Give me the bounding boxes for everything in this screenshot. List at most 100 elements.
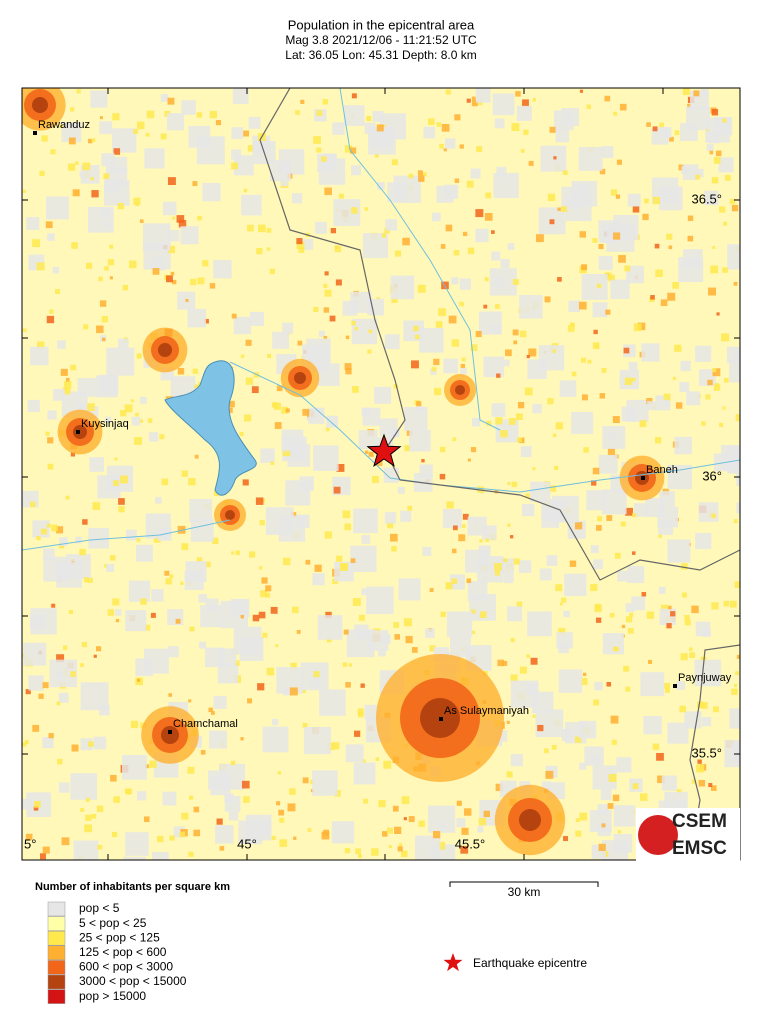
population-cell bbox=[586, 490, 607, 511]
population-cell bbox=[600, 789, 612, 800]
population-cell bbox=[729, 198, 736, 205]
population-cell bbox=[98, 276, 103, 282]
population-cell bbox=[82, 162, 91, 171]
population-cell bbox=[244, 414, 252, 422]
population-cell bbox=[467, 458, 471, 462]
map bbox=[22, 88, 740, 860]
population-cell bbox=[120, 410, 127, 417]
population-cell bbox=[245, 339, 252, 346]
population-cell bbox=[349, 147, 357, 154]
population-cell bbox=[69, 107, 75, 112]
population-cell bbox=[202, 182, 221, 202]
population-cell bbox=[475, 88, 491, 103]
population-cell bbox=[316, 147, 322, 153]
population-cell bbox=[165, 578, 172, 585]
legend-swatch bbox=[47, 916, 66, 931]
population-cell bbox=[664, 682, 670, 689]
population-cell bbox=[333, 486, 341, 494]
population-cell bbox=[86, 262, 93, 269]
legend-swatch bbox=[47, 945, 66, 961]
population-cell bbox=[265, 585, 272, 592]
population-cell bbox=[729, 600, 737, 608]
population-cell bbox=[176, 215, 185, 223]
population-cell bbox=[205, 561, 211, 568]
population-cell bbox=[452, 525, 458, 531]
population-cell bbox=[161, 478, 169, 486]
population-cell bbox=[439, 143, 444, 149]
population-cell bbox=[483, 810, 490, 818]
city-label: As Sulaymaniyah bbox=[444, 705, 529, 717]
population-cell bbox=[517, 437, 522, 443]
population-cell bbox=[167, 177, 176, 186]
population-cell bbox=[148, 432, 159, 442]
population-cell bbox=[470, 447, 477, 453]
population-cell bbox=[303, 726, 332, 755]
population-cell bbox=[177, 368, 185, 375]
population-cell bbox=[166, 113, 185, 131]
population-cell bbox=[45, 221, 53, 229]
population-cell bbox=[614, 647, 619, 652]
population-cell bbox=[580, 677, 588, 686]
population-cell bbox=[142, 223, 171, 251]
population-cell bbox=[260, 448, 275, 463]
legend-label: 600 < pop < 3000 bbox=[79, 960, 173, 974]
population-cell bbox=[563, 610, 570, 618]
population-cell bbox=[197, 277, 205, 285]
population-cell bbox=[80, 738, 93, 751]
population-cell bbox=[231, 127, 244, 140]
population-cell bbox=[599, 393, 606, 399]
population-cell bbox=[125, 832, 149, 856]
population-cell bbox=[719, 206, 726, 213]
population-cell bbox=[689, 652, 695, 659]
population-cell bbox=[494, 570, 500, 576]
population-cell bbox=[115, 619, 120, 623]
population-cell bbox=[188, 478, 196, 486]
population-cell bbox=[479, 539, 483, 543]
population-cell bbox=[623, 665, 630, 672]
population-cell bbox=[618, 255, 626, 263]
population-cell bbox=[411, 647, 418, 653]
population-cell bbox=[623, 347, 630, 354]
population-cell bbox=[312, 573, 325, 586]
population-cell bbox=[631, 551, 636, 555]
population-cell bbox=[569, 560, 577, 567]
population-cell bbox=[553, 110, 574, 131]
population-cell bbox=[306, 338, 331, 364]
population-cell bbox=[547, 193, 556, 202]
population-cell bbox=[502, 660, 508, 666]
population-cell bbox=[485, 538, 489, 542]
population-cell bbox=[608, 774, 617, 782]
population-cell bbox=[661, 775, 677, 791]
population-cell bbox=[381, 233, 387, 238]
lake bbox=[164, 360, 257, 496]
population-cell bbox=[258, 566, 263, 570]
population-cell bbox=[496, 166, 507, 177]
population-cell bbox=[59, 537, 68, 546]
population-cell bbox=[383, 760, 392, 769]
population-cell bbox=[324, 289, 332, 297]
population-cell bbox=[133, 197, 141, 205]
population-cell bbox=[625, 616, 633, 623]
population-cell bbox=[357, 708, 364, 715]
population-cell bbox=[130, 399, 134, 403]
population-cell bbox=[657, 506, 679, 528]
population-cell bbox=[549, 485, 557, 492]
population-cell bbox=[227, 407, 233, 414]
population-cell bbox=[111, 831, 118, 838]
population-cell bbox=[329, 315, 336, 322]
population-cell bbox=[448, 315, 457, 324]
population-cell bbox=[632, 205, 640, 213]
population-cell bbox=[187, 766, 195, 774]
population-cell bbox=[403, 817, 407, 821]
population-cell bbox=[417, 284, 426, 293]
population-cell bbox=[46, 315, 55, 324]
population-cell bbox=[123, 856, 146, 860]
population-cell bbox=[610, 279, 630, 299]
population-cell bbox=[393, 175, 421, 203]
population-cell bbox=[106, 564, 115, 572]
population-cell bbox=[602, 426, 626, 449]
population-cell bbox=[280, 178, 289, 187]
population-cell bbox=[627, 193, 641, 207]
population-cell bbox=[628, 361, 638, 371]
population-cell bbox=[483, 356, 505, 378]
